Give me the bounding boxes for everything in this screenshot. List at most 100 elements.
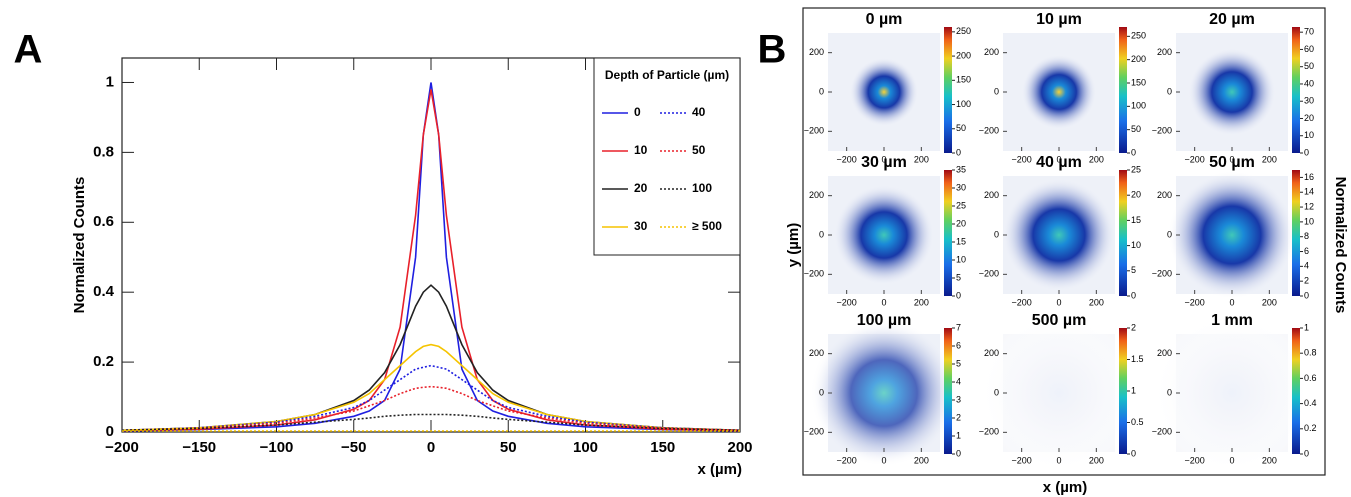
x-tick-label: 0 bbox=[427, 439, 435, 456]
colorbar-tick-label: 6 bbox=[956, 340, 961, 350]
y-tick-label: 200 bbox=[1157, 348, 1172, 358]
y-tick-label: 0 bbox=[994, 86, 999, 96]
x-tick-label: −200 bbox=[1012, 297, 1032, 307]
heatmap-blob bbox=[1152, 313, 1312, 473]
y-tick-label: 0 bbox=[1167, 86, 1172, 96]
colorbar-tick-label: 100 bbox=[956, 99, 971, 109]
colorbar bbox=[1292, 27, 1300, 153]
colorbar-tick-label: 50 bbox=[1304, 61, 1314, 71]
colorbar-tick-label: 70 bbox=[1304, 27, 1314, 37]
colorbar-tick-label: 250 bbox=[956, 26, 971, 36]
colorbar-tick-label: 14 bbox=[1304, 187, 1314, 197]
colorbar-tick-label: 0.6 bbox=[1304, 373, 1317, 383]
x-tick-label: −200 bbox=[837, 154, 857, 164]
colorbar-tick-label: 0.8 bbox=[1304, 348, 1317, 358]
series-line bbox=[121, 89, 741, 432]
x-tick-label: 0 bbox=[1056, 297, 1061, 307]
colorbar-tick-label: 0 bbox=[1304, 147, 1309, 157]
colorbar-tick-label: 6 bbox=[1304, 246, 1309, 256]
colorbar-tick-label: 50 bbox=[956, 123, 966, 133]
colorbar-tick-label: 200 bbox=[956, 50, 971, 60]
y-tick-label: 0.4 bbox=[93, 283, 115, 300]
colorbar-tick-label: 16 bbox=[1304, 172, 1314, 182]
y-tick-label: −200 bbox=[804, 126, 824, 136]
x-tick-label: 0 bbox=[1229, 455, 1234, 465]
colorbar-tick-label: 0 bbox=[1131, 448, 1136, 458]
panel-title: 40 µm bbox=[1036, 154, 1082, 171]
series-line bbox=[121, 413, 741, 432]
panel-title: 10 µm bbox=[1036, 11, 1082, 28]
y-tick-label: 200 bbox=[809, 348, 824, 358]
x-tick-label: −200 bbox=[837, 455, 857, 465]
y-tick-label: −200 bbox=[804, 269, 824, 279]
x-tick-label: 200 bbox=[1262, 455, 1277, 465]
colorbar-tick-label: 3 bbox=[956, 394, 961, 404]
colorbar-tick-label: 0.4 bbox=[1304, 398, 1317, 408]
y-tick-label: −200 bbox=[979, 269, 999, 279]
colorbar-tick-label: 7 bbox=[956, 322, 961, 332]
panel-title: 500 µm bbox=[1032, 312, 1087, 329]
y-tick-label: 0 bbox=[819, 387, 824, 397]
x-axis-label: x (µm) bbox=[1043, 479, 1087, 496]
colorbar bbox=[944, 170, 952, 296]
colorbar-tick-label: 60 bbox=[1304, 44, 1314, 54]
y-tick-label: 200 bbox=[1157, 190, 1172, 200]
x-tick-label: −100 bbox=[260, 439, 294, 456]
y-tick-label: 0.8 bbox=[93, 143, 114, 160]
x-tick-label: 0 bbox=[881, 297, 886, 307]
x-tick-label: −200 bbox=[837, 297, 857, 307]
colorbar-tick-label: 40 bbox=[1304, 78, 1314, 88]
colorbar-tick-label: 20 bbox=[1131, 190, 1141, 200]
colorbar-tick-label: 10 bbox=[1304, 130, 1314, 140]
legend-label: 100 bbox=[692, 181, 712, 195]
colorbar bbox=[1119, 27, 1127, 153]
colorbar-tick-label: 1 bbox=[1131, 385, 1136, 395]
x-tick-label: 200 bbox=[914, 154, 929, 164]
heatmap-blob bbox=[810, 319, 958, 467]
y-tick-label: 200 bbox=[1157, 47, 1172, 57]
x-tick-label: 0 bbox=[1229, 297, 1234, 307]
colorbar-tick-label: 10 bbox=[1304, 216, 1314, 226]
colorbar-tick-label: 15 bbox=[956, 236, 966, 246]
colorbar-tick-label: 15 bbox=[1131, 215, 1141, 225]
panel-label: A bbox=[14, 28, 43, 72]
colorbar-tick-label: 12 bbox=[1304, 201, 1314, 211]
y-tick-label: 0.6 bbox=[93, 213, 114, 230]
heatmap-blob bbox=[1187, 47, 1277, 137]
x-tick-label: −200 bbox=[105, 439, 139, 456]
colorbar bbox=[944, 328, 952, 454]
colorbar-tick-label: 30 bbox=[956, 182, 966, 192]
colorbar-tick-label: 2 bbox=[1304, 276, 1309, 286]
colorbar-tick-label: 4 bbox=[1304, 261, 1309, 271]
colorbar-tick-label: 50 bbox=[1131, 124, 1141, 134]
colorbar-tick-label: 2 bbox=[1131, 322, 1136, 332]
legend-title: Depth of Particle (µm) bbox=[605, 68, 729, 82]
x-tick-label: −200 bbox=[1012, 455, 1032, 465]
y-tick-label: −200 bbox=[804, 427, 824, 437]
x-tick-label: 0 bbox=[1229, 154, 1234, 164]
colorbar bbox=[1292, 170, 1300, 296]
legend-box bbox=[593, 57, 741, 256]
colorbar-tick-label: 150 bbox=[1131, 77, 1146, 87]
colorbar-tick-label: 250 bbox=[1131, 31, 1146, 41]
x-tick-label: −200 bbox=[1185, 154, 1205, 164]
y-tick-label: −200 bbox=[1152, 427, 1172, 437]
heatmap-blob bbox=[1168, 171, 1296, 299]
heatmap-blob bbox=[1001, 177, 1117, 293]
colorbar-tick-label: 25 bbox=[956, 200, 966, 210]
y-tick-label: 0 bbox=[994, 387, 999, 397]
colorbar-tick-label: 0 bbox=[1304, 290, 1309, 300]
panel-title: 20 µm bbox=[1209, 11, 1255, 28]
y-tick-label: 0 bbox=[106, 423, 114, 440]
x-tick-label: 50 bbox=[500, 439, 517, 456]
colorbar-tick-label: 0 bbox=[1131, 147, 1136, 157]
y-tick-label: 200 bbox=[984, 47, 999, 57]
colorbar-tick-label: 200 bbox=[1131, 54, 1146, 64]
y-tick-label: 0 bbox=[1167, 229, 1172, 239]
colorbar-tick-label: 100 bbox=[1131, 101, 1146, 111]
heatmap-blob bbox=[832, 183, 936, 287]
panel-title: 0 µm bbox=[866, 11, 903, 28]
series-line bbox=[121, 343, 741, 432]
y-tick-label: 200 bbox=[984, 190, 999, 200]
